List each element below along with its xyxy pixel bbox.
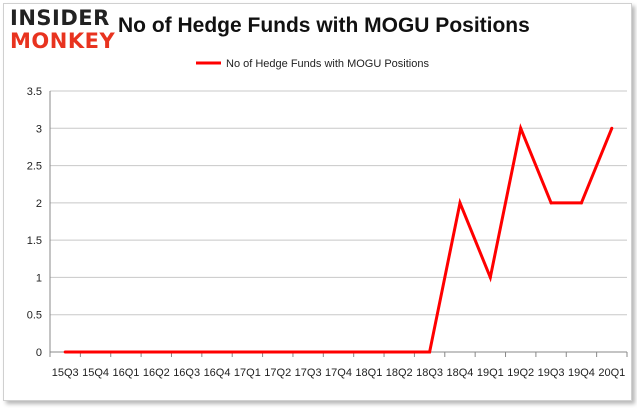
x-tick-label-10: 18Q1 (355, 367, 382, 379)
x-tick-label-8: 17Q3 (295, 367, 322, 379)
data-point-0-1 (94, 350, 98, 354)
data-point-0-15 (519, 126, 523, 130)
data-point-0-4 (185, 350, 189, 354)
data-point-0-11 (397, 350, 401, 354)
data-point-0-6 (245, 350, 249, 354)
x-tick-label-17: 19Q4 (568, 367, 595, 379)
data-point-0-14 (488, 275, 492, 279)
y-tick-label-5: 2.5 (27, 161, 42, 173)
x-tick-label-5: 16Q4 (204, 367, 231, 379)
data-point-0-5 (215, 350, 219, 354)
x-tick-label-12: 18Q3 (416, 367, 443, 379)
chart-frame (3, 3, 632, 401)
y-tick-label-2: 1 (36, 272, 42, 284)
y-tick-label-1: 0.5 (27, 310, 42, 322)
x-tick-label-16: 19Q3 (538, 367, 565, 379)
data-point-0-18 (610, 126, 614, 130)
legend-label-0: No of Hedge Funds with MOGU Positions (226, 58, 429, 70)
x-tick-label-7: 17Q2 (264, 367, 291, 379)
x-tick-label-13: 18Q4 (447, 367, 474, 379)
x-tick-label-9: 17Q4 (325, 367, 352, 379)
data-point-0-12 (428, 350, 432, 354)
x-tick-label-0: 15Q3 (52, 367, 79, 379)
data-point-0-13 (458, 201, 462, 205)
x-tick-label-2: 16Q1 (112, 367, 139, 379)
data-point-0-10 (367, 350, 371, 354)
x-tick-label-6: 17Q1 (234, 367, 261, 379)
x-tick-label-1: 15Q4 (82, 367, 109, 379)
data-point-0-17 (579, 201, 583, 205)
logo-line-insider: INSIDER (10, 6, 110, 30)
y-tick-label-7: 3.5 (27, 86, 42, 98)
y-tick-label-0: 0 (36, 347, 42, 359)
data-point-0-9 (337, 350, 340, 354)
y-tick-label-4: 2 (36, 198, 42, 210)
data-point-0-8 (306, 350, 310, 354)
x-tick-label-15: 19Q2 (507, 367, 534, 379)
logo-line-monkey: MONKEY (10, 29, 116, 53)
y-tick-label-3: 1.5 (27, 235, 42, 247)
data-point-0-16 (549, 201, 553, 205)
data-point-0-0 (63, 350, 67, 354)
data-point-0-2 (124, 350, 128, 354)
data-point-0-7 (276, 350, 280, 354)
insider-monkey-logo: INSIDER MONKEY (10, 6, 118, 56)
chart-title: No of Hedge Funds with MOGU Positions (118, 14, 530, 37)
y-tick-label-6: 3 (36, 123, 42, 135)
x-tick-label-18: 20Q1 (598, 367, 625, 379)
x-tick-label-4: 16Q3 (173, 367, 200, 379)
x-tick-label-14: 19Q1 (477, 367, 504, 379)
x-tick-label-11: 18Q2 (386, 367, 413, 379)
x-tick-label-3: 16Q2 (143, 367, 170, 379)
data-point-0-3 (154, 350, 158, 354)
